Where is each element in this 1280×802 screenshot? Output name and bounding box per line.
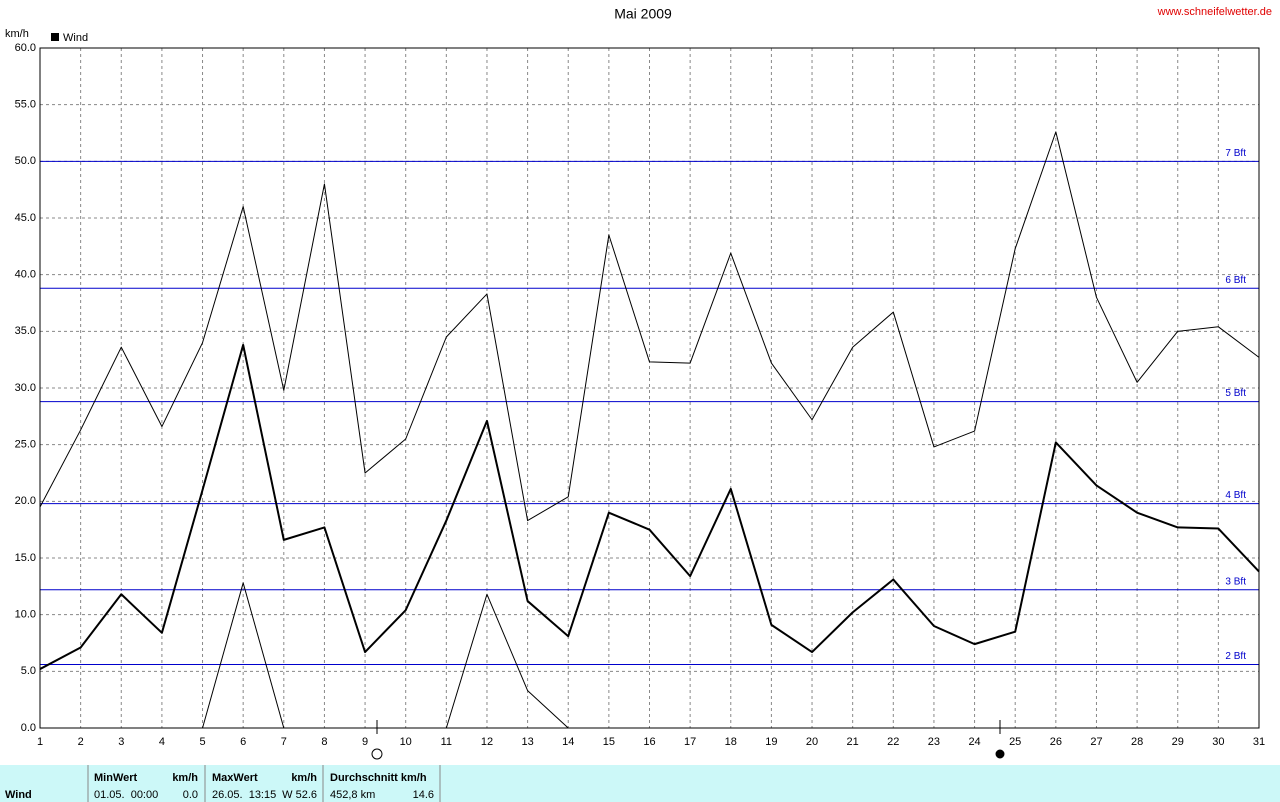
summary-cell: 0.0	[183, 789, 198, 801]
wind-line	[39, 343, 1260, 670]
y-axis-label: km/h	[5, 28, 29, 40]
summary-cell: 26.05. 13:15	[212, 789, 276, 801]
y-tick-label: 60.0	[15, 42, 36, 54]
y-tick-label: 50.0	[15, 155, 36, 167]
summary-cell: 01.05. 00:00	[94, 789, 158, 801]
x-tick-label: 16	[643, 736, 655, 748]
x-tick-label: 28	[1131, 736, 1143, 748]
summary-bar	[0, 765, 1280, 802]
legend-label: Wind	[63, 32, 88, 44]
y-tick-label: 55.0	[15, 99, 36, 111]
summary-header: km/h	[291, 772, 317, 784]
x-tick-label: 20	[806, 736, 818, 748]
x-tick-label: 5	[199, 736, 205, 748]
x-tick-label: 7	[281, 736, 287, 748]
summary-header: km/h	[172, 772, 198, 784]
y-tick-label: 5.0	[21, 665, 36, 677]
wind-line	[39, 131, 1260, 522]
x-tick-label: 31	[1253, 736, 1265, 748]
x-tick-label: 10	[400, 736, 412, 748]
x-tick-label: 11	[441, 736, 452, 748]
summary-cell: W 52.6	[282, 789, 317, 801]
summary-header: MinWert	[94, 772, 138, 784]
x-tick-label: 6	[240, 736, 246, 748]
y-tick-label: 0.0	[21, 722, 36, 734]
reference-label: 6 Bft	[1225, 275, 1246, 286]
summary-cell: 452,8 km	[330, 789, 375, 801]
x-tick-label: 23	[928, 736, 940, 748]
y-tick-label: 25.0	[15, 439, 36, 451]
x-tick-label: 25	[1009, 736, 1021, 748]
x-tick-label: 1	[37, 736, 43, 748]
summary-header: Durchschnitt km/h	[330, 772, 427, 784]
x-tick-label: 19	[765, 736, 777, 748]
x-tick-label: 18	[725, 736, 737, 748]
y-tick-label: 20.0	[15, 495, 36, 507]
y-tick-label: 10.0	[15, 609, 36, 621]
chart-title: Mai 2009	[614, 6, 672, 22]
summary-header: MaxWert	[212, 772, 258, 784]
x-tick-label: 17	[684, 736, 696, 748]
reference-label: 3 Bft	[1225, 576, 1246, 587]
x-tick-label: 9	[362, 736, 368, 748]
summary-cell: 14.6	[413, 789, 434, 801]
summary-name: Wind	[5, 789, 32, 801]
reference-label: 4 Bft	[1225, 490, 1246, 501]
x-tick-label: 14	[562, 736, 574, 748]
reference-label: 2 Bft	[1225, 651, 1246, 662]
x-tick-label: 26	[1050, 736, 1062, 748]
reference-label: 5 Bft	[1225, 388, 1246, 399]
x-tick-label: 21	[847, 736, 859, 748]
moon-full	[371, 748, 383, 760]
x-tick-label: 24	[968, 736, 980, 748]
y-tick-label: 30.0	[15, 382, 36, 394]
x-tick-label: 4	[159, 736, 165, 748]
y-tick-label: 35.0	[15, 325, 36, 337]
source: www.schneifelwetter.de	[1157, 6, 1272, 18]
x-tick-label: 30	[1212, 736, 1224, 748]
reference-label: 7 Bft	[1225, 148, 1246, 159]
x-tick-label: 2	[78, 736, 84, 748]
moon-new	[995, 749, 1005, 759]
x-tick-label: 3	[118, 736, 124, 748]
x-tick-label: 29	[1172, 736, 1184, 748]
y-tick-label: 40.0	[15, 269, 36, 281]
y-tick-label: 45.0	[15, 212, 36, 224]
x-tick-label: 13	[521, 736, 533, 748]
x-tick-label: 12	[481, 736, 493, 748]
x-tick-label: 27	[1090, 736, 1102, 748]
x-tick-label: 15	[603, 736, 615, 748]
wind-line	[40, 582, 1259, 729]
x-tick-label: 8	[321, 736, 327, 748]
x-tick-label: 22	[887, 736, 899, 748]
y-tick-label: 15.0	[15, 552, 36, 564]
legend-swatch	[51, 33, 59, 41]
summary: Wind MinWert km/h 01.05. 00:00 0.0 MaxWe…	[0, 765, 1280, 802]
